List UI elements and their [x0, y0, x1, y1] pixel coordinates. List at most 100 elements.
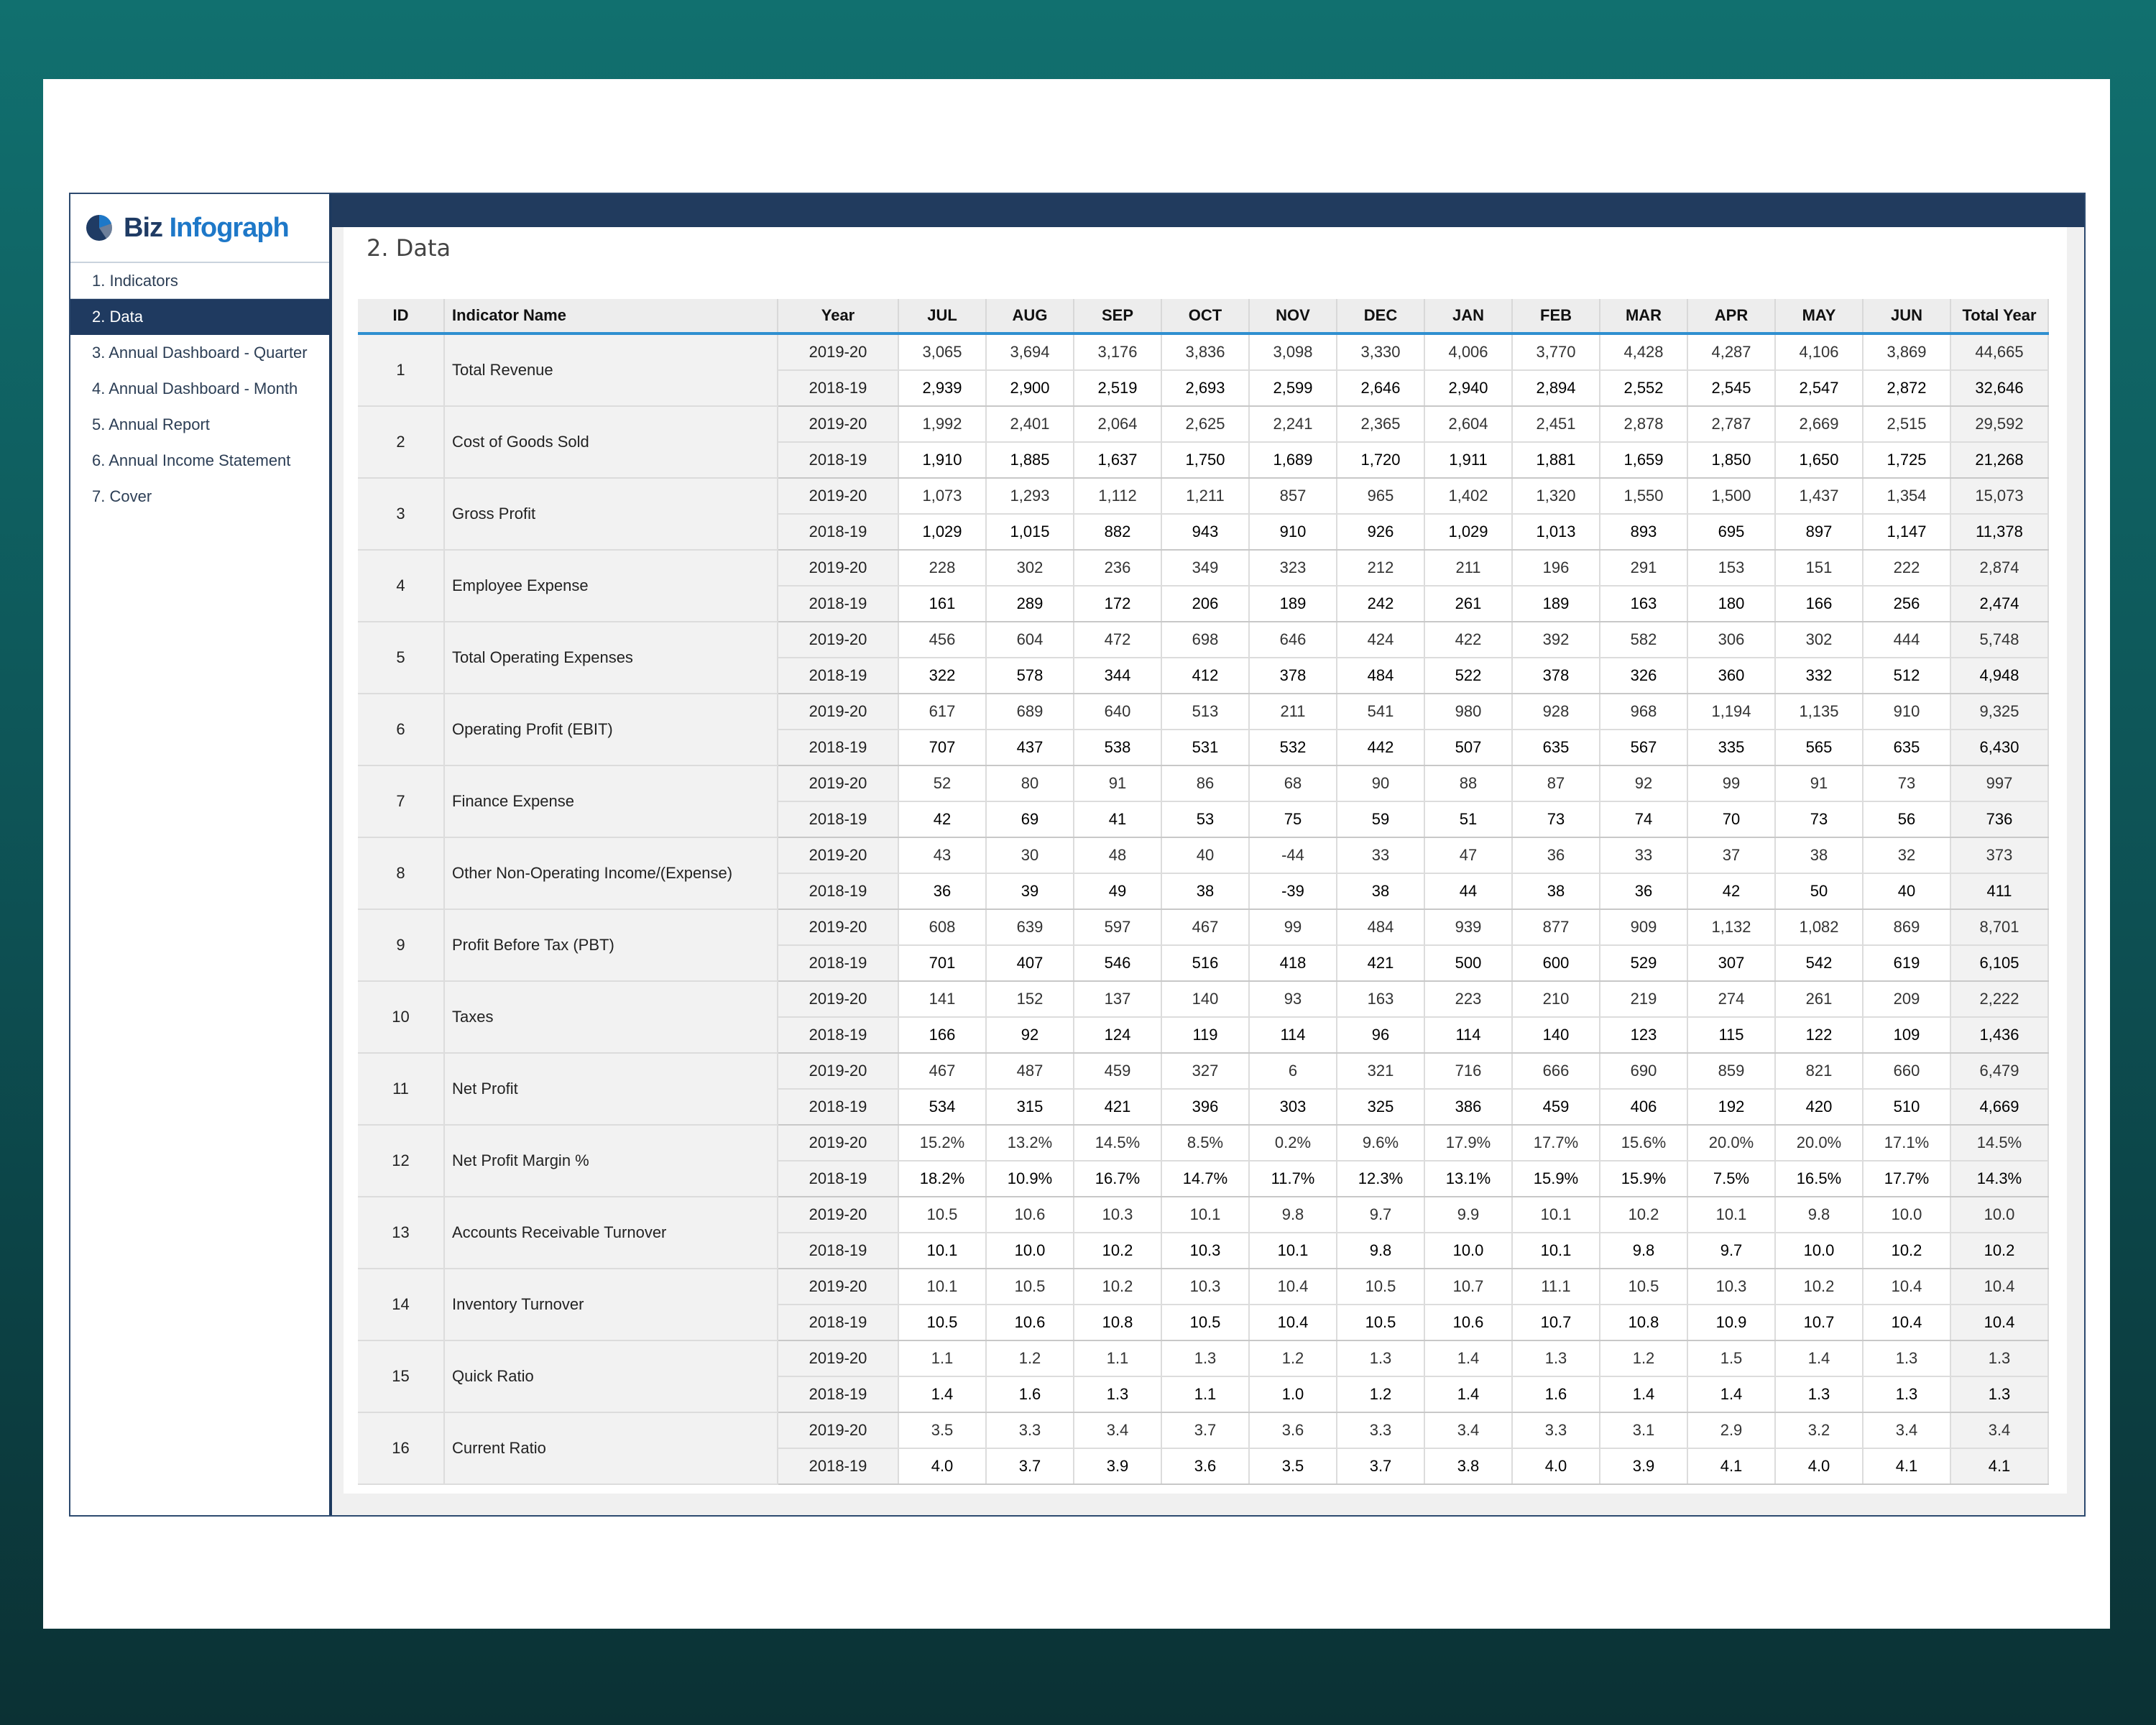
value-cell[interactable]: 968 — [1600, 694, 1688, 730]
value-cell[interactable]: 10.1 — [1161, 1197, 1250, 1233]
value-cell[interactable]: 442 — [1337, 730, 1425, 766]
value-cell[interactable]: 2.9 — [1687, 1412, 1776, 1449]
value-cell[interactable]: 2,940 — [1424, 370, 1513, 407]
value-cell[interactable]: 3,098 — [1249, 334, 1337, 371]
value-cell[interactable]: 1,500 — [1687, 478, 1776, 515]
value-cell[interactable]: 1,147 — [1863, 514, 1951, 551]
total-year-cell[interactable]: 4,669 — [1950, 1089, 2049, 1126]
value-cell[interactable]: 10.6 — [986, 1305, 1074, 1341]
value-cell[interactable]: 2,894 — [1512, 370, 1600, 407]
value-cell[interactable]: 344 — [1074, 658, 1162, 694]
value-cell[interactable]: 1,881 — [1512, 442, 1600, 479]
value-cell[interactable]: 166 — [1775, 586, 1864, 622]
value-cell[interactable]: 531 — [1161, 730, 1250, 766]
value-cell[interactable]: 1,725 — [1863, 442, 1951, 479]
value-cell[interactable]: 4.0 — [1775, 1448, 1864, 1485]
value-cell[interactable]: 10.8 — [1600, 1305, 1688, 1341]
value-cell[interactable]: 30 — [986, 837, 1074, 874]
value-cell[interactable]: 86 — [1161, 765, 1250, 802]
year-cell[interactable]: 2019-20 — [778, 694, 899, 730]
value-cell[interactable]: 1.3 — [1337, 1340, 1425, 1377]
value-cell[interactable]: 74 — [1600, 801, 1688, 838]
value-cell[interactable]: 3.3 — [1337, 1412, 1425, 1449]
value-cell[interactable]: 2,365 — [1337, 406, 1425, 443]
total-year-cell[interactable]: 411 — [1950, 873, 2049, 910]
value-cell[interactable]: 1,112 — [1074, 478, 1162, 515]
value-cell[interactable]: 1,437 — [1775, 478, 1864, 515]
year-cell[interactable]: 2018-19 — [778, 586, 899, 622]
value-cell[interactable]: 307 — [1687, 945, 1776, 982]
value-cell[interactable]: 639 — [986, 909, 1074, 946]
value-cell[interactable]: 261 — [1775, 981, 1864, 1018]
value-cell[interactable]: 99 — [1249, 909, 1337, 946]
value-cell[interactable]: 73 — [1775, 801, 1864, 838]
value-cell[interactable]: 33 — [1337, 837, 1425, 874]
value-cell[interactable]: 2,552 — [1600, 370, 1688, 407]
value-cell[interactable]: 695 — [1687, 514, 1776, 551]
value-cell[interactable]: 532 — [1249, 730, 1337, 766]
total-year-cell[interactable]: 10.4 — [1950, 1269, 2049, 1305]
value-cell[interactable]: 52 — [898, 765, 987, 802]
value-cell[interactable]: 857 — [1249, 478, 1337, 515]
value-cell[interactable]: 542 — [1775, 945, 1864, 982]
value-cell[interactable]: 456 — [898, 622, 987, 658]
value-cell[interactable]: 119 — [1161, 1017, 1250, 1054]
value-cell[interactable]: 70 — [1687, 801, 1776, 838]
value-cell[interactable]: 407 — [986, 945, 1074, 982]
total-year-cell[interactable]: 44,665 — [1950, 334, 2049, 371]
value-cell[interactable]: 1,013 — [1512, 514, 1600, 551]
value-cell[interactable]: 326 — [1600, 658, 1688, 694]
value-cell[interactable]: 1,320 — [1512, 478, 1600, 515]
indicator-name[interactable]: Current Ratio — [444, 1412, 778, 1485]
value-cell[interactable]: 91 — [1074, 765, 1162, 802]
value-cell[interactable]: 93 — [1249, 981, 1337, 1018]
indicator-id[interactable]: 4 — [358, 550, 445, 622]
value-cell[interactable]: -44 — [1249, 837, 1337, 874]
value-cell[interactable]: 467 — [898, 1053, 987, 1090]
value-cell[interactable]: 20.0% — [1775, 1125, 1864, 1162]
indicator-id[interactable]: 13 — [358, 1197, 445, 1269]
value-cell[interactable]: 291 — [1600, 550, 1688, 586]
value-cell[interactable]: 3,770 — [1512, 334, 1600, 371]
indicator-id[interactable]: 9 — [358, 909, 445, 982]
value-cell[interactable]: 10.0 — [1424, 1233, 1513, 1269]
value-cell[interactable]: 10.1 — [1512, 1197, 1600, 1233]
value-cell[interactable]: 467 — [1161, 909, 1250, 946]
value-cell[interactable]: 608 — [898, 909, 987, 946]
total-year-cell[interactable]: 6,479 — [1950, 1053, 2049, 1090]
value-cell[interactable]: 69 — [986, 801, 1074, 838]
value-cell[interactable]: 10.6 — [986, 1197, 1074, 1233]
value-cell[interactable]: 10.4 — [1249, 1269, 1337, 1305]
value-cell[interactable]: 236 — [1074, 550, 1162, 586]
value-cell[interactable]: 3.1 — [1600, 1412, 1688, 1449]
value-cell[interactable]: 640 — [1074, 694, 1162, 730]
year-cell[interactable]: 2019-20 — [778, 406, 899, 443]
total-year-cell[interactable]: 1.3 — [1950, 1340, 2049, 1377]
value-cell[interactable]: 10.0 — [1863, 1197, 1951, 1233]
value-cell[interactable]: 90 — [1337, 765, 1425, 802]
value-cell[interactable]: 92 — [1600, 765, 1688, 802]
total-year-cell[interactable]: 736 — [1950, 801, 2049, 838]
year-cell[interactable]: 2018-19 — [778, 1017, 899, 1054]
value-cell[interactable]: 418 — [1249, 945, 1337, 982]
value-cell[interactable]: 9.7 — [1337, 1197, 1425, 1233]
year-cell[interactable]: 2019-20 — [778, 1269, 899, 1305]
value-cell[interactable]: 10.5 — [1337, 1305, 1425, 1341]
value-cell[interactable]: 378 — [1512, 658, 1600, 694]
total-year-cell[interactable]: 2,222 — [1950, 981, 2049, 1018]
value-cell[interactable]: 3.6 — [1161, 1448, 1250, 1485]
value-cell[interactable]: 75 — [1249, 801, 1337, 838]
value-cell[interactable]: 274 — [1687, 981, 1776, 1018]
value-cell[interactable]: 37 — [1687, 837, 1776, 874]
value-cell[interactable]: 6 — [1249, 1053, 1337, 1090]
value-cell[interactable]: 513 — [1161, 694, 1250, 730]
value-cell[interactable]: 10.2 — [1600, 1197, 1688, 1233]
value-cell[interactable]: 44 — [1424, 873, 1513, 910]
value-cell[interactable]: 10.3 — [1161, 1233, 1250, 1269]
year-cell[interactable]: 2019-20 — [778, 1412, 899, 1449]
value-cell[interactable]: 3,065 — [898, 334, 987, 371]
value-cell[interactable]: 1.3 — [1775, 1376, 1864, 1413]
value-cell[interactable]: 10.5 — [986, 1269, 1074, 1305]
sidebar-item-annual-dashboard-quarter[interactable]: 3. Annual Dashboard - Quarter — [92, 344, 308, 362]
value-cell[interactable]: 8.5% — [1161, 1125, 1250, 1162]
